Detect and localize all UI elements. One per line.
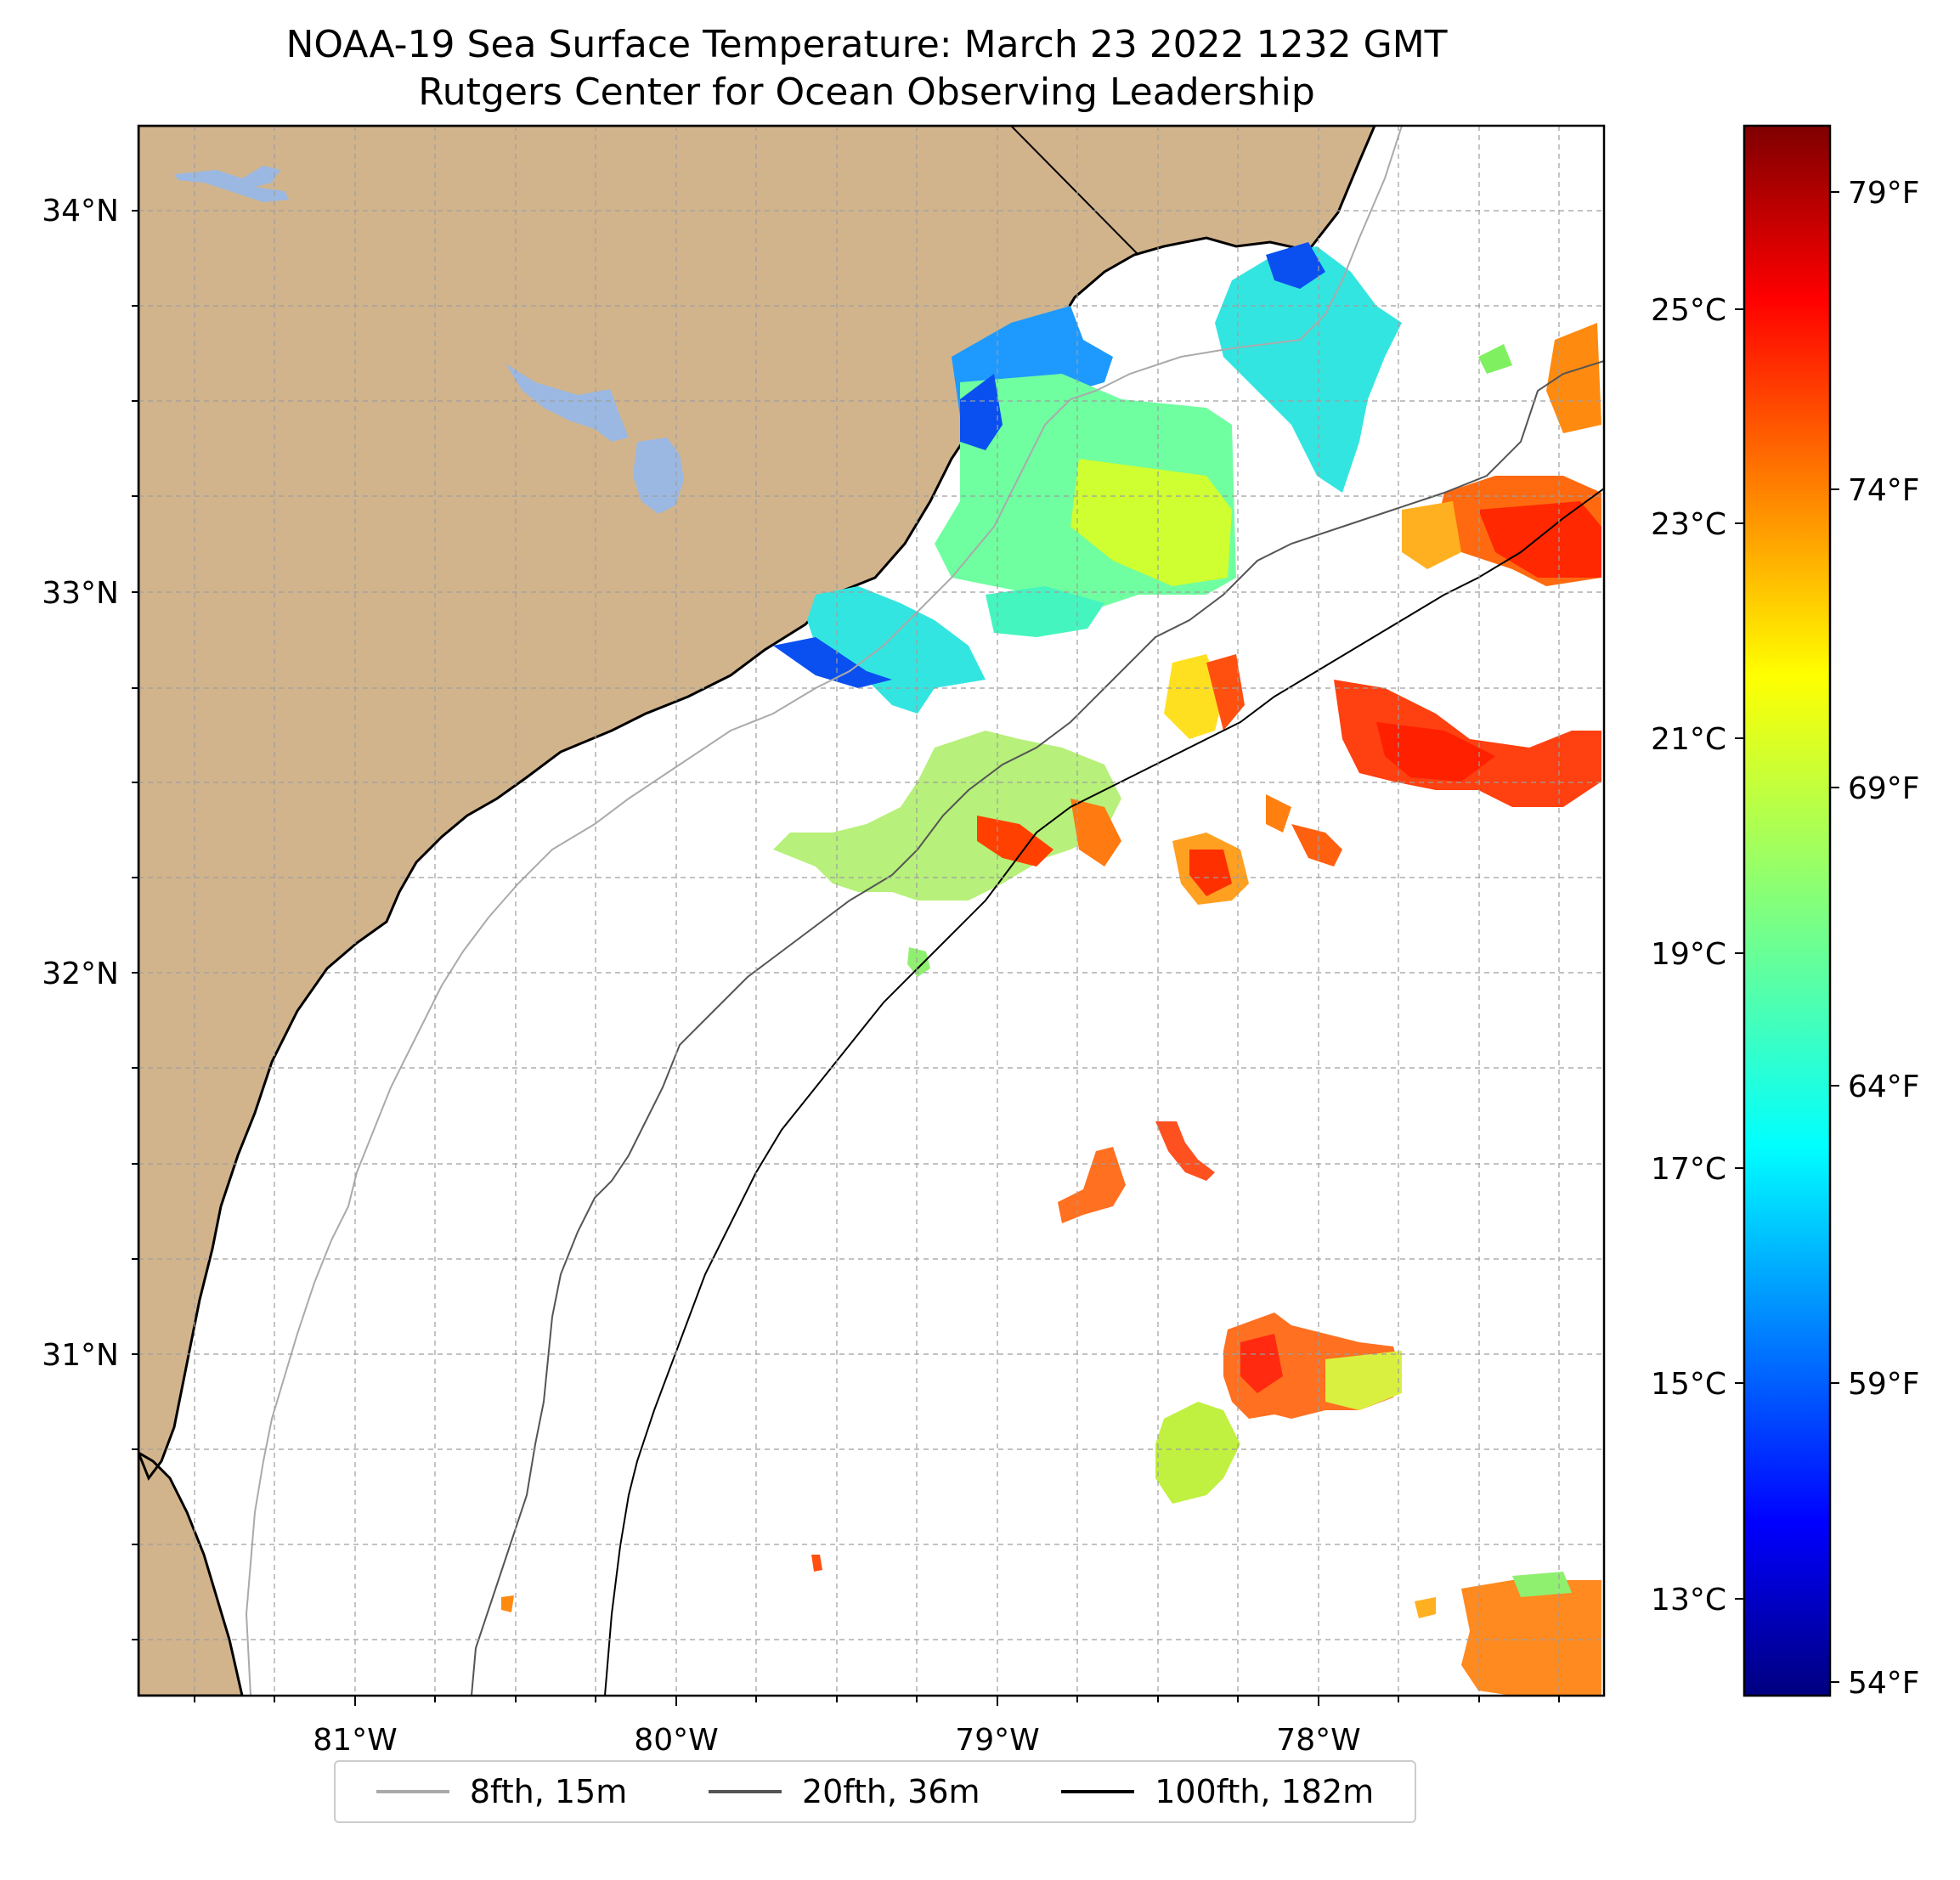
gridlines	[138, 126, 1604, 1696]
lake	[633, 438, 684, 514]
legend: 8fth, 15m 20fth, 36m 100fth, 182m	[334, 1760, 1416, 1823]
map-ticks	[132, 210, 1560, 1706]
colorbar-fahrenheit-tick: 64°F	[1848, 1070, 1920, 1104]
axis-labels: 81°W 80°W 79°W 78°W 34°N 33°N 32°N 31°N	[42, 194, 1360, 1758]
colorbar-celsius-tick: 23°C	[1651, 507, 1726, 542]
colorbar-gradient	[1743, 124, 1832, 1697]
lat-tick-label: 31°N	[42, 1338, 119, 1373]
chart-title: NOAA-19 Sea Surface Temperature: March 2…	[285, 23, 1448, 66]
colorbar-celsius-tick: 25°C	[1651, 293, 1726, 328]
lat-tick-label: 32°N	[42, 957, 119, 991]
lon-tick-label: 78°W	[1276, 1723, 1360, 1758]
lon-tick-label: 80°W	[634, 1723, 718, 1758]
isobath-182m	[604, 488, 1604, 1696]
sst-patches	[501, 242, 1601, 1696]
colorbar-fahrenheit-tick: 59°F	[1848, 1367, 1920, 1402]
lon-tick-label: 79°W	[955, 1723, 1039, 1758]
chart-subtitle: Rutgers Center for Ocean Observing Leade…	[418, 71, 1315, 114]
legend-item: 8fth, 15m	[376, 1773, 627, 1810]
lat-tick-label: 33°N	[42, 576, 119, 611]
colorbar-celsius-tick: 17°C	[1651, 1152, 1726, 1187]
map-frame	[137, 124, 1606, 1697]
colorbar-celsius-tick: 15°C	[1651, 1367, 1726, 1402]
colorbar-fahrenheit-tick: 54°F	[1848, 1666, 1920, 1701]
colorbar-celsius-tick: 19°C	[1651, 937, 1726, 972]
colorbar-fahrenheit-tick: 69°F	[1848, 771, 1920, 806]
colorbar-celsius-tick: 21°C	[1651, 722, 1726, 757]
colorbar-celsius-tick: 13°C	[1651, 1583, 1726, 1617]
colorbar-fahrenheit-tick: 79°F	[1848, 176, 1920, 211]
legend-label: 20fth, 36m	[801, 1773, 980, 1810]
legend-label: 100fth, 182m	[1155, 1773, 1375, 1810]
legend-swatch-182m	[1061, 1790, 1135, 1793]
legend-item: 100fth, 182m	[1061, 1773, 1374, 1810]
lake	[174, 166, 289, 202]
isobath-36m	[471, 360, 1604, 1696]
colorbar-fahrenheit-tick: 74°F	[1848, 473, 1920, 508]
legend-swatch-15m	[376, 1790, 449, 1793]
state-border	[1010, 126, 1139, 256]
colorbar: 25°C 23°C 21°C 19°C 17°C 15°C 13°C 79°F …	[1651, 124, 1920, 1701]
map-panel	[138, 126, 1604, 1696]
isobath-15m	[245, 126, 1403, 1696]
legend-swatch-36m	[708, 1790, 782, 1793]
land-mass	[138, 126, 1376, 1696]
lon-tick-label: 81°W	[313, 1723, 397, 1758]
legend-item: 20fth, 36m	[708, 1773, 980, 1810]
lake	[506, 364, 629, 442]
lat-tick-label: 34°N	[42, 194, 119, 229]
legend-label: 8fth, 15m	[469, 1773, 628, 1810]
